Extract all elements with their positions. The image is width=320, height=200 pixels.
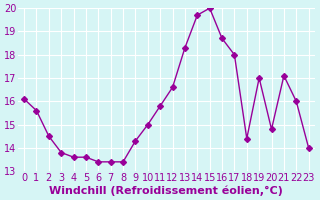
X-axis label: Windchill (Refroidissement éolien,°C): Windchill (Refroidissement éolien,°C)	[49, 185, 283, 196]
